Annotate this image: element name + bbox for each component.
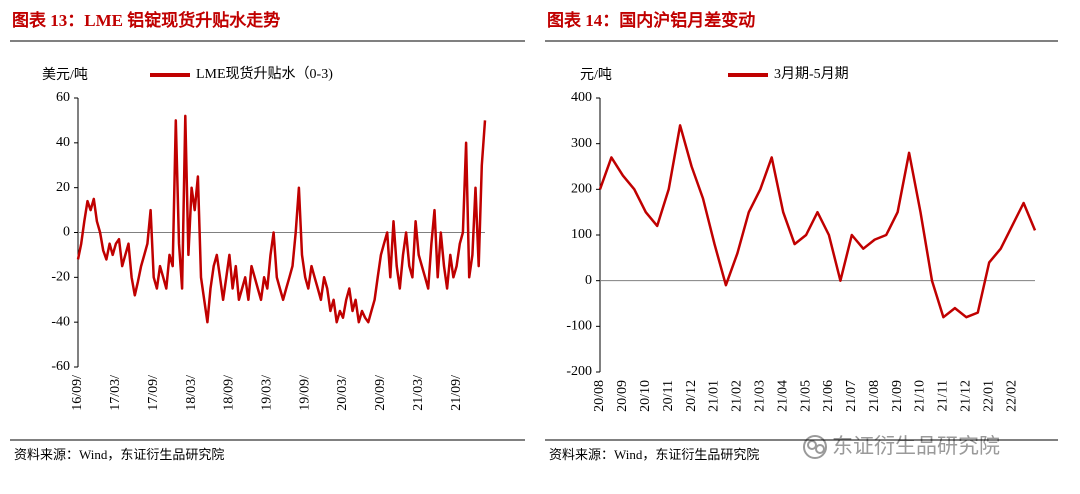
y-tick-label: 20 — [56, 180, 70, 195]
x-tick-label: 20/03/ — [335, 375, 350, 411]
x-tick-label: 17/09/ — [146, 375, 161, 411]
x-tick-label: 21/03/ — [411, 375, 426, 411]
x-tick-label: 21/08 — [867, 380, 882, 412]
x-tick-label: 21/05 — [798, 380, 813, 412]
x-tick-label: 21/10 — [913, 380, 928, 412]
x-tick-label: 18/09/ — [222, 375, 237, 411]
x-tick-label: 19/03/ — [260, 375, 275, 411]
chart-title: 图表 14：国内沪铝月差变动 — [547, 10, 755, 30]
x-tick-label: 21/01 — [707, 380, 722, 412]
data-line — [598, 124, 1037, 319]
x-tick-label: 18/03/ — [184, 375, 199, 411]
y-tick-label: -100 — [566, 319, 592, 334]
y-tick-label: -200 — [566, 364, 592, 379]
watermark: 东证衍生品研究院 — [832, 434, 1000, 458]
x-tick-label: 22/02 — [1004, 380, 1019, 412]
x-tick-label: 20/09 — [615, 380, 630, 412]
chart-title: 图表 13：LME 铝锭现货升贴水走势 — [12, 10, 280, 30]
data-line — [76, 114, 487, 324]
x-tick-label: 21/07 — [844, 380, 859, 412]
legend-label: LME现货升贴水（0-3) — [196, 65, 333, 82]
y-tick-label: 100 — [571, 227, 592, 242]
watermark-icon — [803, 435, 827, 459]
source: 资料来源：Wind，东证衍生品研究院 — [14, 447, 224, 462]
y-axis-label: 元/吨 — [580, 67, 612, 83]
x-tick-label: 16/09/ — [70, 375, 85, 411]
x-tick-label: 20/11 — [661, 380, 676, 411]
y-tick-label: 0 — [585, 273, 592, 288]
x-tick-label: 21/09/ — [449, 375, 464, 411]
x-tick-label: 22/01 — [981, 380, 996, 412]
y-tick-label: -60 — [51, 359, 70, 374]
x-tick-label: 21/03 — [752, 380, 767, 412]
y-axis-label: 美元/吨 — [42, 67, 88, 83]
x-tick-label: 20/08 — [592, 380, 607, 412]
x-tick-label: 20/09/ — [373, 375, 388, 411]
x-tick-label: 21/11 — [936, 380, 951, 411]
y-tick-label: -40 — [51, 314, 70, 329]
y-tick-label: 60 — [56, 90, 70, 105]
y-tick-label: -20 — [51, 270, 70, 285]
y-tick-label: 300 — [571, 136, 592, 151]
y-tick-label: 200 — [571, 182, 592, 197]
x-tick-label: 21/04 — [775, 380, 790, 412]
x-tick-label: 17/03/ — [108, 375, 123, 411]
x-tick-label: 21/09 — [890, 380, 905, 412]
y-tick-label: 400 — [571, 90, 592, 105]
x-tick-label: 21/12 — [959, 380, 974, 412]
y-tick-label: 0 — [63, 225, 70, 240]
x-tick-label: 20/10 — [638, 380, 653, 412]
x-tick-label: 21/06 — [821, 380, 836, 412]
y-tick-label: 40 — [56, 135, 70, 150]
x-tick-label: 21/02 — [730, 380, 745, 412]
legend-label: 3月期-5月期 — [774, 66, 849, 82]
x-tick-label: 19/09/ — [297, 375, 312, 411]
source: 资料来源：Wind，东证衍生品研究院 — [549, 447, 759, 462]
x-tick-label: 20/12 — [684, 380, 699, 412]
